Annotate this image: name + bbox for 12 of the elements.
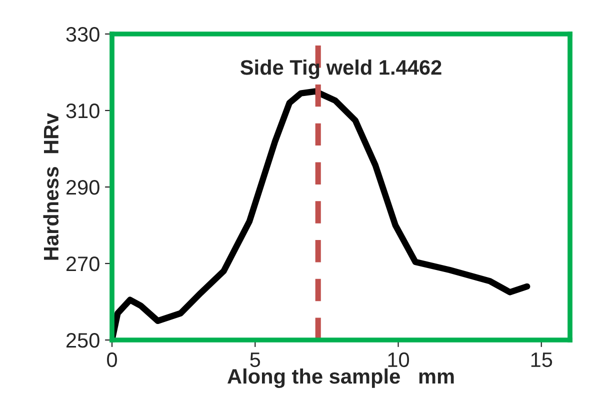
y-tick-label: 250 xyxy=(66,333,100,348)
x-axis-title: Along the sample mm xyxy=(228,368,454,388)
y-tick-label: 290 xyxy=(66,180,100,195)
y-axis-title: Hardness HRv xyxy=(43,112,59,260)
y-tick-label: 310 xyxy=(66,104,100,118)
y-tick-label: 270 xyxy=(66,256,100,272)
x-tick-label: 5 xyxy=(250,352,260,368)
x-tick-label: 0 xyxy=(107,352,117,368)
x-tick-label: 15 xyxy=(531,352,552,368)
y-tick-label: 330 xyxy=(66,27,100,42)
text: Side Tig weld 1.4462 xyxy=(240,60,442,80)
x-tick-label: 10 xyxy=(388,352,410,368)
